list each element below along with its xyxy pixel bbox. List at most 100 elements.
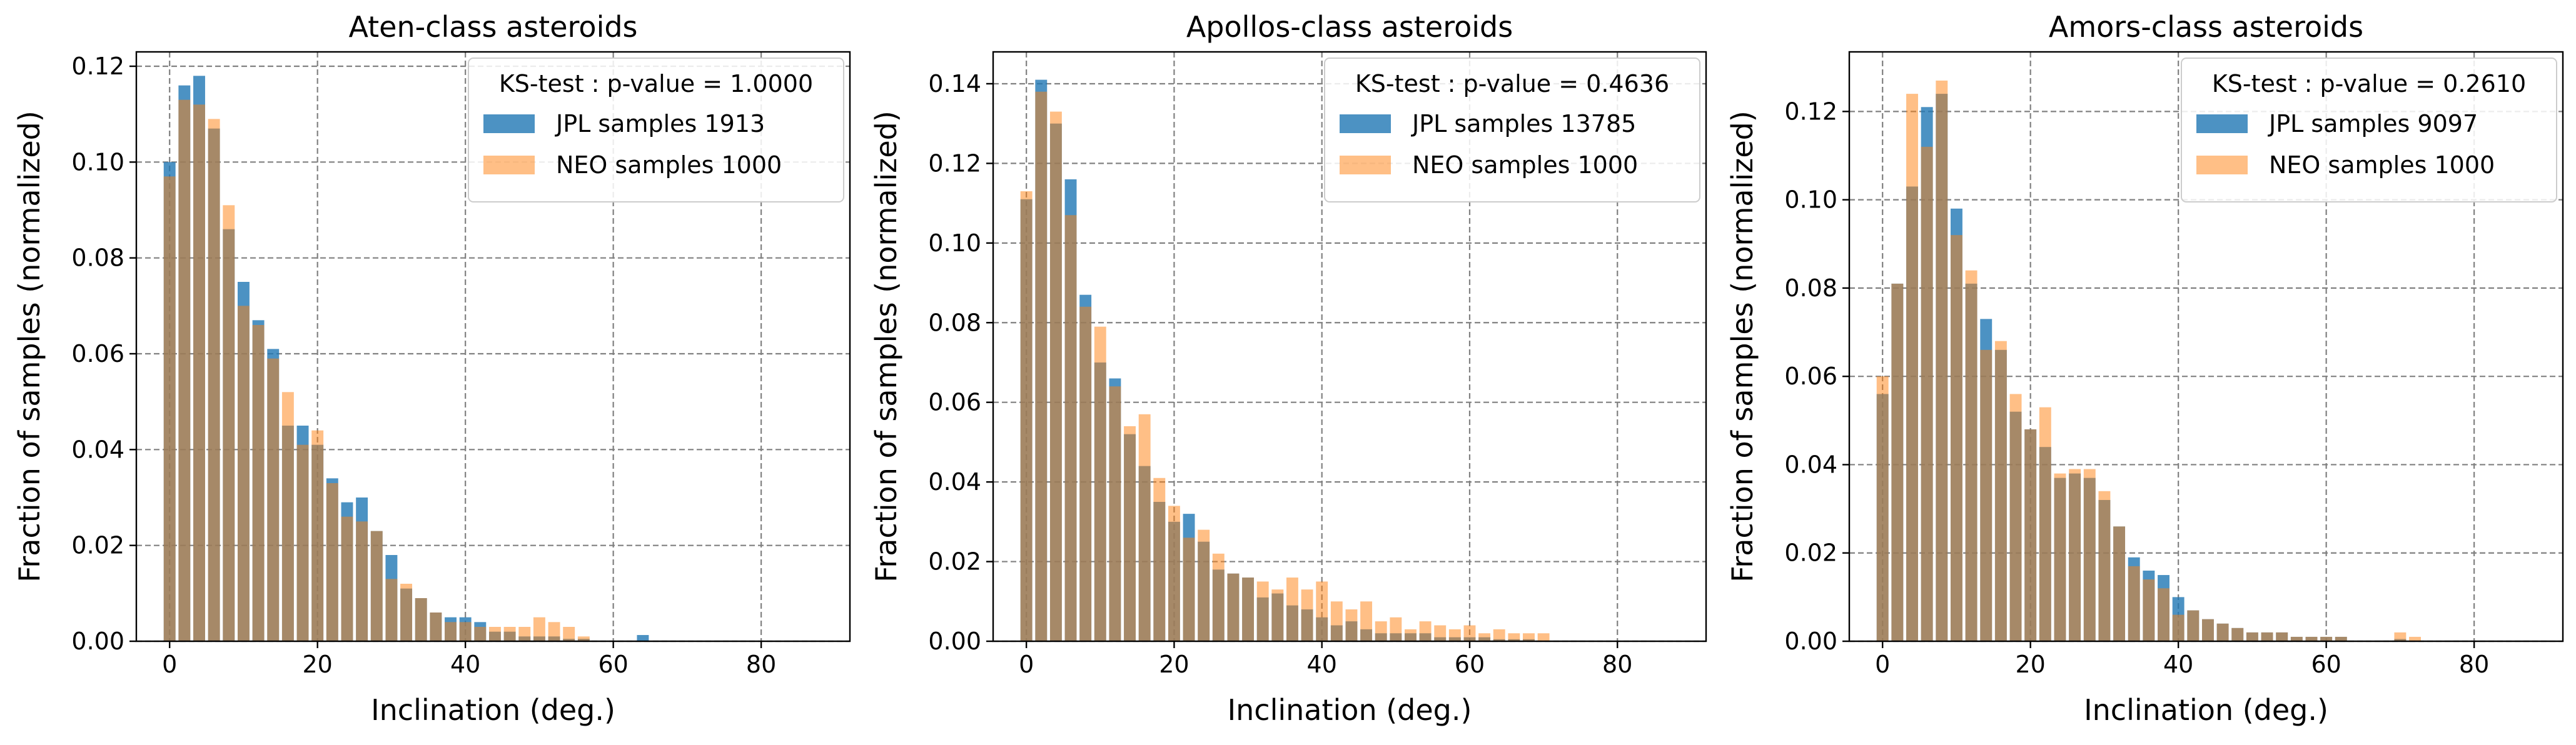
bar-neo: [2276, 632, 2288, 641]
y-tick-label: 0.00: [71, 628, 124, 655]
legend-box: [1324, 58, 1700, 202]
bar-neo: [445, 622, 457, 641]
y-tick-label: 0.10: [928, 229, 981, 257]
chart-panel-2: 0 20 40 60 80 0.00 0.02 0.04 0.06 0.08 0.10 0.12 0.1…: [869, 10, 1707, 727]
bar-neo: [370, 531, 383, 641]
y-tick-label: 0.08: [1784, 274, 1837, 302]
legend-title: KS-test : p-value = 1.0000: [499, 70, 813, 98]
bar-neo: [2069, 469, 2081, 641]
bar-neo: [2009, 394, 2022, 641]
y-tick-label: 0.00: [1784, 628, 1837, 655]
bar-neo: [1242, 578, 1255, 641]
bar-neo: [356, 521, 368, 641]
bar-neo: [2113, 526, 2126, 641]
x-tick-label: 60: [1455, 651, 1485, 678]
bar-neo: [2201, 619, 2214, 641]
x-tick-label: 60: [2311, 651, 2341, 678]
chart-panel-3: 0 20 40 60 80 0.00 0.02 0.04 0.06 0.08 0.10 0.12 Amo…: [1725, 10, 2564, 727]
bar-neo: [1375, 621, 1387, 641]
x-tick-label: 20: [303, 651, 333, 678]
bar-neo: [459, 622, 472, 641]
bar-neo: [2083, 469, 2096, 641]
bar-neo: [1891, 283, 1904, 642]
chart-title: Apollos-class asteroids: [1186, 10, 1513, 44]
bar-neo: [2128, 566, 2140, 641]
bar-neo: [1330, 601, 1343, 641]
bar-neo: [1183, 538, 1195, 641]
legend-swatch-neo: [2196, 156, 2248, 174]
legend-title: KS-test : p-value = 0.4636: [1355, 70, 1669, 98]
bar-neo: [1405, 629, 1417, 641]
y-tick-label: 0.00: [928, 628, 981, 655]
x-tick-label: 40: [1307, 651, 1337, 678]
bar-neo: [1478, 633, 1491, 641]
bar-neo: [577, 636, 590, 641]
bar-neo: [1965, 270, 1977, 641]
bar-neo: [1508, 633, 1520, 641]
y-tick-label: 0.04: [71, 436, 124, 463]
x-tick-label: 40: [450, 651, 480, 678]
bar-neo: [1049, 111, 1062, 641]
y-tick-label: 0.10: [1784, 186, 1837, 214]
bar-neo: [503, 627, 516, 641]
bar-neo: [2143, 579, 2155, 641]
bar-neo: [1345, 609, 1358, 641]
legend-swatch-jpl: [2196, 114, 2248, 133]
bar-neo: [1316, 581, 1328, 641]
y-tick-label: 0.08: [928, 309, 981, 336]
y-tick-label: 0.04: [928, 468, 981, 496]
bar-neo: [2409, 636, 2421, 641]
legend: KS-test : p-value = 0.4636 JPL samples 13…: [1324, 58, 1700, 202]
bar-neo: [1094, 326, 1106, 641]
x-tick-label: 0: [1019, 651, 1034, 678]
bar-neo: [1035, 91, 1048, 642]
bar-neo: [1493, 629, 1505, 641]
legend-label: NEO samples 1000: [2269, 151, 2495, 179]
bar-neo: [1950, 235, 1962, 641]
x-tick-label: 60: [598, 651, 628, 678]
bar-neo: [1198, 529, 1210, 641]
bar-neo: [1876, 376, 1889, 641]
bar-neo: [488, 627, 501, 641]
bar-neo: [281, 392, 294, 641]
bar-neo: [1227, 573, 1240, 641]
bar-neo: [1256, 581, 1269, 641]
bar-neo: [1079, 306, 1092, 641]
bar-neo: [2098, 491, 2111, 641]
legend-label: JPL samples 13785: [1411, 110, 1636, 138]
y-tick-label: 0.06: [1784, 362, 1837, 390]
x-axis-label: Inclination (deg.): [1228, 693, 1472, 727]
legend-label: JPL samples 1913: [555, 110, 765, 138]
bar-neo: [548, 622, 560, 641]
bar-neo: [2024, 429, 2037, 641]
bar-neo: [2054, 473, 2066, 641]
legend-box: [2181, 58, 2557, 202]
legend-swatch-neo: [483, 156, 535, 174]
bar-neo: [2246, 632, 2258, 641]
bar-neo: [2290, 636, 2303, 641]
y-tick-label: 0.12: [928, 149, 981, 177]
bar-neo: [2158, 588, 2169, 641]
bar-neo: [1936, 80, 1948, 641]
x-tick-label: 80: [1602, 651, 1632, 678]
bar-neo: [1109, 386, 1121, 641]
y-axis-label: Fraction of samples (normalized): [869, 111, 903, 582]
bar-neo: [2216, 623, 2229, 641]
bar-jpl: [637, 635, 649, 641]
bar-neo: [2172, 614, 2185, 641]
legend-label: NEO samples 1000: [1412, 151, 1638, 179]
axes-frame: [135, 51, 851, 642]
bar-neo: [2305, 636, 2318, 641]
bar-neo: [2187, 610, 2200, 641]
bar-neo: [1994, 341, 2007, 641]
y-axis-label: Fraction of samples (normalized): [13, 111, 46, 582]
bar-neo: [1212, 553, 1225, 641]
bar-neo: [1906, 94, 1918, 642]
bar-neo: [2261, 632, 2273, 641]
bar-neo: [341, 516, 353, 641]
bar-neo: [1463, 625, 1476, 641]
bar-neo: [296, 444, 309, 641]
bar-neo: [430, 612, 442, 641]
bar-neo: [2320, 636, 2333, 641]
